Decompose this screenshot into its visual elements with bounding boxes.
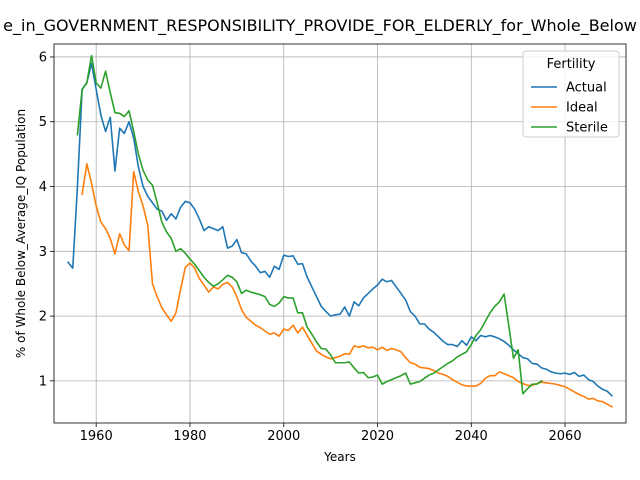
legend: Fertility Actual Ideal Sterile <box>522 50 620 138</box>
series-group <box>66 54 614 408</box>
legend-title: Fertility <box>547 57 596 72</box>
axes-frame <box>53 43 627 424</box>
y-tick-label: 1 <box>39 374 47 389</box>
series-line-ideal <box>81 163 614 408</box>
legend-items: Actual Ideal Sterile <box>531 81 608 136</box>
y-axis-label: % of Whole Below_Average_IQ Population <box>14 109 28 358</box>
chart-title: e_in_GOVERNMENT_RESPONSIBILITY_PROVIDE_F… <box>3 16 637 36</box>
legend-label-ideal: Ideal <box>566 101 598 116</box>
x-tick-label: 2040 <box>455 429 488 444</box>
x-tick-label: 2020 <box>361 429 394 444</box>
y-tick-label: 5 <box>39 115 47 130</box>
x-tick-label: 2060 <box>549 429 582 444</box>
x-tick-label: 1980 <box>173 429 206 444</box>
y-tick-label: 2 <box>39 310 47 325</box>
x-tick-label: 1960 <box>80 429 113 444</box>
legend-label-actual: Actual <box>566 81 607 96</box>
x-tick-label: 2000 <box>267 429 300 444</box>
y-tick-label: 4 <box>39 180 47 195</box>
legend-box <box>522 50 620 138</box>
legend-label-sterile: Sterile <box>566 121 608 136</box>
series-line-sterile <box>76 54 543 395</box>
y-tick-label: 3 <box>39 245 47 260</box>
tick-group: 1960 1980 2000 2020 2040 2060 1 2 3 4 5 6 <box>39 50 582 444</box>
plot-border <box>53 43 627 424</box>
y-tick-label: 6 <box>39 50 47 65</box>
x-axis-label: Years <box>323 450 356 464</box>
